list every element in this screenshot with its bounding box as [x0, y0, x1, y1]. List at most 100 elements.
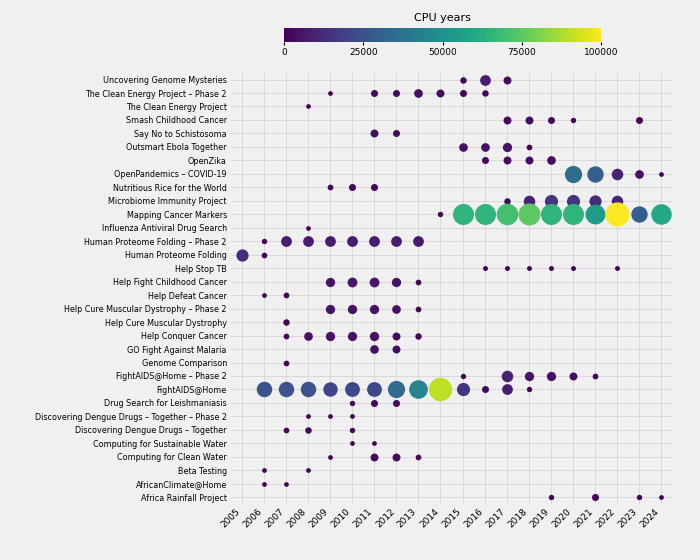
Point [346, 399, 358, 408]
Point [655, 210, 666, 219]
Point [655, 169, 666, 178]
Point [281, 331, 292, 340]
Point [413, 331, 424, 340]
Point [369, 183, 380, 192]
Point [545, 493, 557, 502]
Point [545, 210, 557, 219]
Point [479, 88, 490, 97]
Point [457, 385, 468, 394]
Point [281, 479, 292, 488]
Point [523, 115, 534, 124]
Point [589, 210, 601, 219]
Point [611, 264, 622, 273]
Point [258, 479, 270, 488]
Point [501, 264, 512, 273]
Point [523, 385, 534, 394]
Point [523, 264, 534, 273]
Point [302, 237, 314, 246]
Point [457, 210, 468, 219]
Point [589, 197, 601, 206]
Point [346, 277, 358, 286]
Point [302, 102, 314, 111]
Point [589, 493, 601, 502]
Point [346, 439, 358, 448]
Point [501, 156, 512, 165]
Point [435, 210, 446, 219]
Point [501, 197, 512, 206]
Point [567, 371, 578, 380]
Point [523, 142, 534, 151]
Point [302, 331, 314, 340]
Point [258, 237, 270, 246]
Point [479, 75, 490, 84]
Point [391, 399, 402, 408]
Point [258, 385, 270, 394]
Point [281, 385, 292, 394]
Point [369, 304, 380, 313]
Point [369, 452, 380, 461]
Point [479, 264, 490, 273]
Point [501, 371, 512, 380]
Point [346, 237, 358, 246]
Point [501, 75, 512, 84]
Point [611, 169, 622, 178]
Point [523, 210, 534, 219]
Point [325, 183, 336, 192]
Point [413, 237, 424, 246]
Point [545, 115, 557, 124]
Point [545, 264, 557, 273]
Point [346, 385, 358, 394]
Point [391, 129, 402, 138]
Point [435, 88, 446, 97]
Point [369, 88, 380, 97]
Point [567, 115, 578, 124]
Point [655, 493, 666, 502]
Point [501, 210, 512, 219]
Point [281, 237, 292, 246]
Point [413, 277, 424, 286]
Point [346, 183, 358, 192]
Point [523, 156, 534, 165]
Point [302, 466, 314, 475]
Point [501, 115, 512, 124]
Point [369, 277, 380, 286]
Point [501, 385, 512, 394]
Point [545, 371, 557, 380]
Point [479, 385, 490, 394]
Point [325, 452, 336, 461]
Point [237, 250, 248, 259]
Point [369, 385, 380, 394]
Point [567, 197, 578, 206]
Point [545, 156, 557, 165]
Point [325, 331, 336, 340]
Point [413, 385, 424, 394]
Point [302, 412, 314, 421]
Point [325, 385, 336, 394]
Point [413, 452, 424, 461]
Point [369, 439, 380, 448]
Point [391, 237, 402, 246]
Point [281, 291, 292, 300]
Point [457, 371, 468, 380]
Point [325, 304, 336, 313]
Point [281, 358, 292, 367]
Point [302, 223, 314, 232]
Point [369, 237, 380, 246]
Point [281, 426, 292, 435]
Point [413, 88, 424, 97]
Point [391, 277, 402, 286]
Point [413, 304, 424, 313]
Point [258, 466, 270, 475]
Point [589, 169, 601, 178]
Point [281, 318, 292, 326]
Point [611, 210, 622, 219]
Point [258, 250, 270, 259]
Point [567, 169, 578, 178]
Point [634, 115, 645, 124]
Title: CPU years: CPU years [414, 13, 471, 23]
Point [302, 385, 314, 394]
Point [501, 142, 512, 151]
Point [391, 304, 402, 313]
Point [369, 399, 380, 408]
Point [369, 331, 380, 340]
